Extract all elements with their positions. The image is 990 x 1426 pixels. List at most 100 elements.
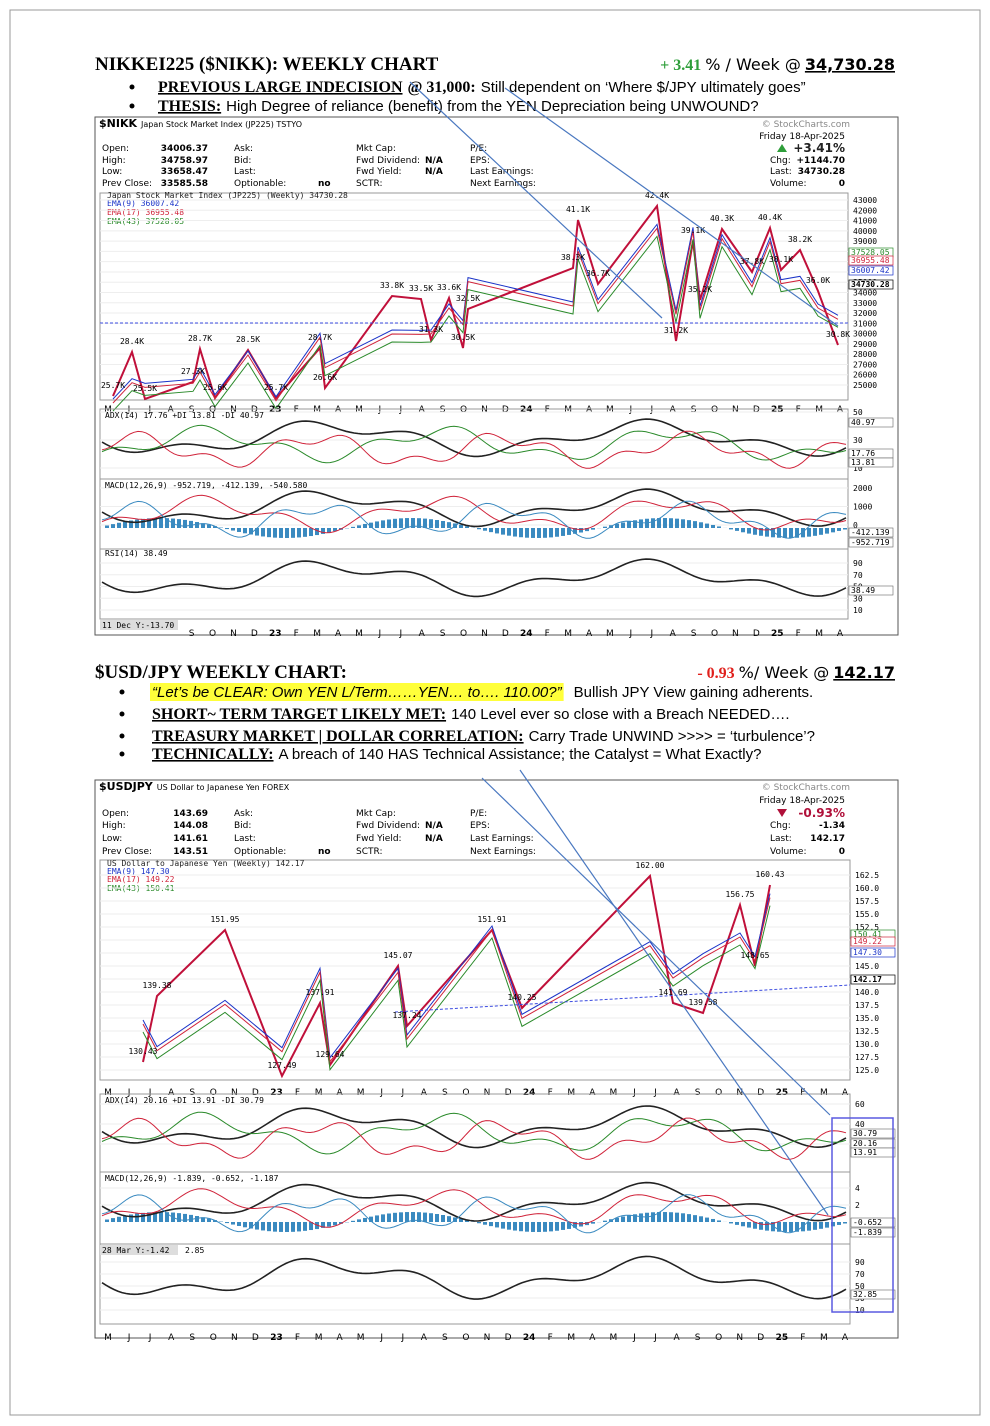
legend-entry: EMA(43) 37528.05 xyxy=(107,217,184,226)
bullet-dot xyxy=(119,711,125,717)
field-value: 0 xyxy=(839,847,845,857)
month-label: N xyxy=(736,1088,743,1098)
field-label: Last: xyxy=(234,834,256,844)
histogram-bar xyxy=(585,1222,589,1226)
histogram-bar xyxy=(183,519,187,528)
histogram-bar xyxy=(393,518,397,528)
histogram-bar xyxy=(735,1222,739,1225)
y-tick-label: 50 xyxy=(853,408,863,417)
histogram-bar xyxy=(705,1217,709,1222)
rsi-line xyxy=(101,1255,847,1300)
bullet-dot xyxy=(129,84,135,90)
histogram-bar xyxy=(495,1222,499,1228)
price-annotation: 151.95 xyxy=(211,915,240,924)
price-annotation: 41.1K xyxy=(566,205,590,214)
adx-line xyxy=(101,1117,847,1160)
histogram-bar xyxy=(729,1222,733,1224)
month-label: S xyxy=(189,629,195,639)
y-tick-label: 50 xyxy=(855,1282,865,1291)
right-label: 142.17 xyxy=(853,975,882,984)
chart-frame xyxy=(94,779,899,1339)
histogram-bar xyxy=(603,526,607,528)
adx-line xyxy=(101,1105,847,1149)
month-label: 24 xyxy=(520,629,533,639)
ema-line xyxy=(112,227,839,404)
histogram-bar xyxy=(513,1222,517,1231)
highlight-box xyxy=(831,1117,894,1313)
price-annotation: 36.0K xyxy=(806,276,830,285)
field-label: P/E: xyxy=(470,144,487,154)
month-label: M xyxy=(313,629,321,639)
month-label: 23 xyxy=(270,1333,283,1343)
y-tick-label: 10 xyxy=(853,464,863,473)
histogram-bar xyxy=(765,528,769,537)
field-label: Optionable: xyxy=(234,179,286,189)
histogram-bar xyxy=(111,1218,115,1222)
field-label: Chg: xyxy=(770,821,791,831)
month-label: M xyxy=(815,405,823,415)
month-label: J xyxy=(148,1333,152,1343)
month-label: S xyxy=(442,1088,448,1098)
histogram-bar xyxy=(183,1213,187,1222)
histogram-bar xyxy=(459,524,463,528)
histogram-bar xyxy=(621,1216,625,1222)
right-label-box xyxy=(848,255,894,266)
y-tick-label: 130.0 xyxy=(855,1040,879,1049)
histogram-bar xyxy=(501,528,505,535)
month-label: A xyxy=(589,1333,596,1343)
histogram-bar xyxy=(267,528,271,538)
macd-line xyxy=(101,1181,847,1222)
y-tick-label: 160.0 xyxy=(855,884,879,893)
field-label: Next Earnings: xyxy=(470,847,536,857)
histogram-bar xyxy=(291,528,295,538)
histogram-bar xyxy=(759,1222,763,1230)
histogram-bar xyxy=(297,528,301,538)
month-label: J xyxy=(629,629,633,639)
price-annotation: 33.5K xyxy=(409,284,433,293)
bullet-label: TECHNICALLY: xyxy=(152,746,274,763)
field-value: 142.17 xyxy=(810,834,845,844)
histogram-bar xyxy=(567,528,571,535)
month-label: O xyxy=(711,405,718,415)
histogram-bar xyxy=(129,1214,133,1222)
histogram-bar xyxy=(105,525,109,528)
histogram-bar xyxy=(273,528,277,538)
month-label: F xyxy=(548,1333,553,1343)
month-label: F xyxy=(545,405,550,415)
month-label: M xyxy=(313,405,321,415)
field-label: Fwd Dividend: xyxy=(356,156,420,166)
adx-line xyxy=(101,430,847,469)
price-annotation: 127.49 xyxy=(268,1061,297,1070)
histogram-bar xyxy=(819,1222,823,1229)
histogram-bar xyxy=(291,1222,295,1232)
y-tick-label: 34000 xyxy=(853,289,877,298)
month-label: J xyxy=(653,1088,657,1098)
histogram-bar xyxy=(813,1222,817,1230)
month-label: O xyxy=(462,1088,469,1098)
histogram-bar xyxy=(693,521,697,528)
rsi-legend: RSI(14) 38.49 xyxy=(105,549,168,558)
histogram-bar xyxy=(465,526,469,528)
legend-entry: EMA(9) 147.30 xyxy=(107,867,170,876)
month-label: D xyxy=(753,629,760,639)
month-label: J xyxy=(378,405,382,415)
histogram-bar xyxy=(465,1220,469,1222)
macd-legend: MACD(12,26,9) -952.719, -412.139, -540.5… xyxy=(105,481,307,490)
field-label: High: xyxy=(102,156,126,166)
chart-symbol: $NIKK Japan Stock Market Index (JP225) TS… xyxy=(99,117,302,130)
y-tick-label: 137.5 xyxy=(855,1001,879,1010)
price-annotation: 25.6K xyxy=(203,383,227,392)
panel-label: 38.49 xyxy=(851,586,875,595)
panel-label: 32.85 xyxy=(853,1290,877,1299)
y-tick-label: 145.0 xyxy=(855,962,879,971)
bullet: PREVIOUS LARGE INDECISION @ 31,000: Still … xyxy=(158,79,806,96)
price-annotation: 25.5K xyxy=(133,384,157,393)
histogram-bar xyxy=(699,522,703,528)
month-label: M xyxy=(567,1088,575,1098)
bullet: SHORT~ TERM TARGET LIKELY MET: 140 Level … xyxy=(152,706,790,723)
field-label: Chg: xyxy=(770,156,791,166)
panel-label-box xyxy=(848,585,894,596)
histogram-bar xyxy=(477,528,481,530)
macd-legend: MACD(12,26,9) -1.839, -0.652, -1.187 xyxy=(105,1174,279,1183)
y-tick-label: 0 xyxy=(853,521,858,530)
